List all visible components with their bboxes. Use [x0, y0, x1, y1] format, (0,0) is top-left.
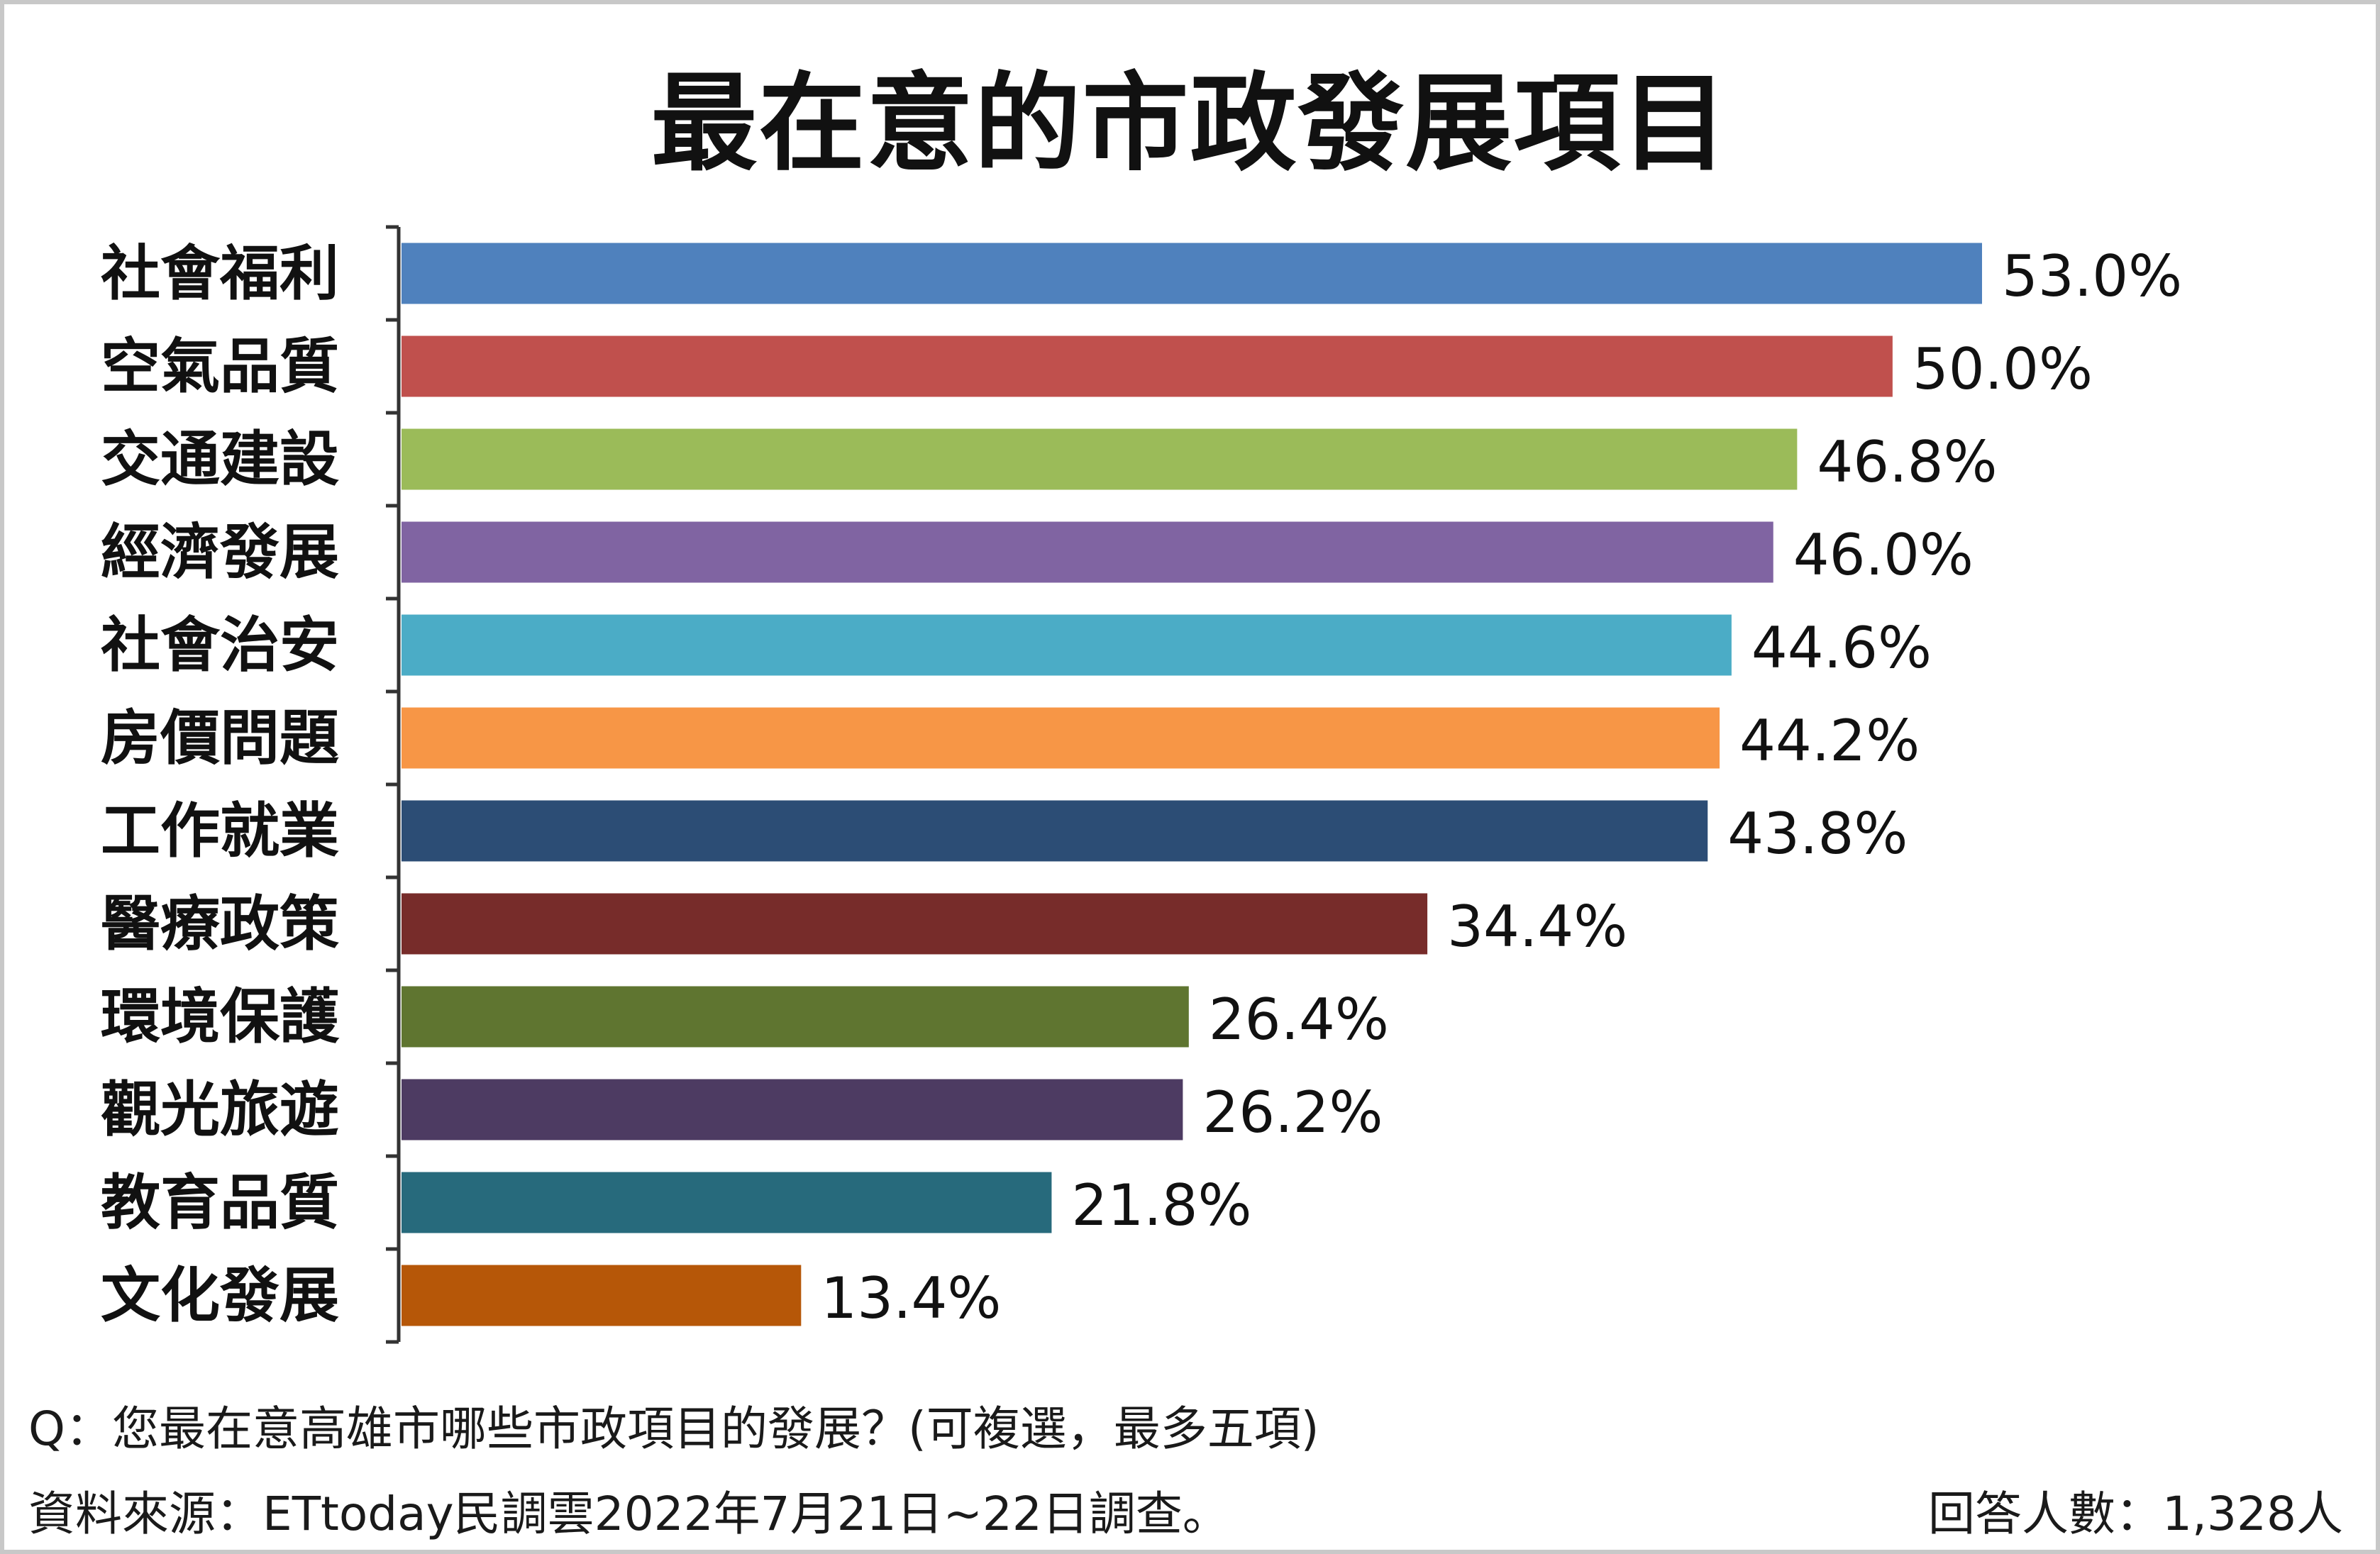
value-label: 13.4% — [821, 1265, 1001, 1331]
survey-question: Q：您最在意高雄市哪些市政項目的發展？(可複選，最多五項) — [28, 1402, 1319, 1456]
value-label: 34.4% — [1447, 894, 1627, 960]
bar-7 — [402, 800, 1708, 862]
data-source: 資料來源：ETtoday民調雲2022年7月21日~22日調查。 — [28, 1487, 1229, 1541]
value-label: 46.0% — [1793, 522, 1974, 588]
value-label: 44.6% — [1751, 615, 1932, 681]
category-label: 教育品質 — [101, 1168, 339, 1238]
bar-2 — [402, 335, 1893, 397]
category-label: 觀光旅遊 — [101, 1075, 339, 1145]
category-label: 醫療政策 — [101, 889, 339, 959]
value-label: 46.8% — [1817, 429, 1997, 495]
value-label: 53.0% — [2002, 243, 2182, 309]
value-label: 26.2% — [1202, 1080, 1383, 1145]
category-label: 環境保護 — [101, 982, 340, 1052]
respondent-count: 回答人數：1,328人 — [1928, 1487, 2343, 1541]
bar-6 — [402, 707, 1720, 769]
category-label: 文化發展 — [101, 1261, 339, 1331]
value-label: 50.0% — [1913, 336, 2093, 402]
bar-1 — [402, 243, 1982, 304]
category-label: 房價問題 — [101, 704, 339, 773]
bar-9 — [402, 986, 1189, 1048]
value-label: 44.2% — [1739, 708, 1920, 774]
bar-11 — [402, 1172, 1052, 1233]
value-label: 43.8% — [1727, 801, 1908, 867]
chart-title: 最在意的市政發展項目 — [651, 62, 1729, 186]
bar-8 — [402, 893, 1428, 955]
bar-4 — [402, 521, 1773, 583]
category-label: 社會福利 — [101, 239, 339, 309]
category-label: 經濟發展 — [101, 518, 339, 587]
bar-5 — [402, 614, 1732, 676]
bar-3 — [402, 428, 1798, 490]
bar-10 — [402, 1079, 1183, 1140]
category-label: 交通建設 — [101, 425, 339, 494]
category-label: 社會治安 — [101, 611, 339, 680]
value-label: 21.8% — [1071, 1172, 1251, 1238]
value-label: 26.4% — [1209, 987, 1389, 1053]
bar-12 — [402, 1265, 802, 1326]
category-label: 空氣品質 — [101, 332, 339, 401]
category-label: 工作就業 — [101, 797, 339, 866]
